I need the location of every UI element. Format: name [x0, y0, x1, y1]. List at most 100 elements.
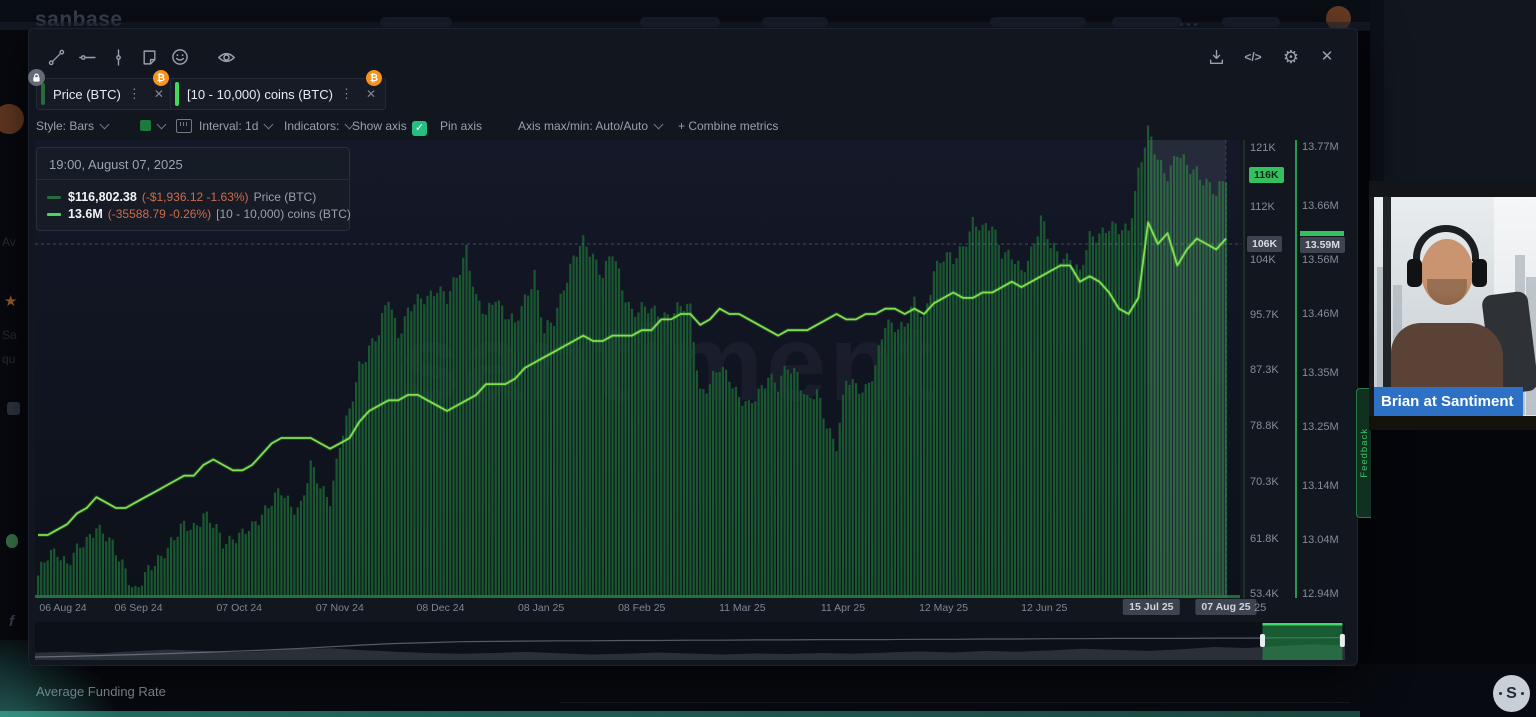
price-axis-tick: 121K: [1250, 141, 1276, 154]
date-axis-tick: 08 Jan 25: [518, 602, 565, 614]
eye-icon[interactable]: [216, 47, 236, 67]
close-icon[interactable]: ✕: [1320, 48, 1334, 65]
tooltip-row-price: $116,802.38 (-$1,936.12 -1.63%) Price (B…: [47, 190, 339, 204]
funding-rate-area-fill: [0, 711, 1360, 717]
headphone-cup-right: [1472, 259, 1487, 287]
background-right-area: [1370, 0, 1536, 181]
coins-axis-tick: 13.66M: [1302, 200, 1339, 213]
sidebar-text-fragment: qu: [2, 352, 16, 366]
metric-chip-holders[interactable]: [10 - 10,000) coins (BTC) ⋮ ✕: [170, 78, 387, 110]
sidebar-avatar: [0, 104, 24, 134]
desk: [1369, 416, 1536, 430]
price-axis-tick: 112K: [1250, 201, 1275, 214]
chevron-down-icon: [99, 119, 110, 130]
date-axis-tick: 06 Sep 24: [114, 602, 163, 614]
show-axis-label: Show axis: [352, 119, 407, 133]
webcam-name-banner: Brian at Santiment: [1374, 387, 1523, 416]
chevron-down-icon: [263, 119, 274, 130]
embed-code-icon[interactable]: </>: [1244, 50, 1262, 64]
indicators-dropdown[interactable]: Indicators:: [284, 119, 355, 133]
date-axis-tick: 07 Oct 24: [216, 602, 262, 614]
sidebar-icon: [7, 402, 20, 415]
webcam-overlay: Brian at Santiment: [1369, 181, 1536, 430]
emoji-icon[interactable]: [170, 47, 190, 67]
btc-asset-icon: ₿: [366, 70, 382, 86]
coins-axis-tick: 13.35M: [1302, 367, 1339, 380]
date-axis-tick: 15 Jul 25: [1123, 599, 1180, 615]
navbar-strip: [0, 22, 1536, 31]
coins-axis-tick: 13.56M: [1302, 254, 1339, 267]
webcam-window-frame: [1369, 181, 1536, 197]
date-axis-tick: 12 Jun 25: [1021, 602, 1068, 614]
date-axis-tick: 08 Dec 24: [416, 602, 465, 614]
coins-axis-tick: 13.46M: [1302, 308, 1339, 321]
date-axis-tick: 07 Aug 25: [1195, 599, 1257, 615]
price-axis-tick: 61.8K: [1250, 532, 1279, 545]
sidebar-text-fragment: Sa: [2, 328, 17, 342]
price-crosshair-badge: 106K: [1247, 236, 1283, 253]
tooltip-timestamp: 19:00, August 07, 2025: [37, 148, 349, 180]
style-dropdown[interactable]: Style: Bars: [36, 119, 110, 133]
btc-asset-icon: ₿: [153, 70, 169, 86]
note-icon[interactable]: [139, 47, 159, 67]
price-axis-tick: 53.4K: [1250, 588, 1279, 601]
show-axis-checkbox[interactable]: ✓: [412, 117, 427, 136]
combine-metrics-button[interactable]: + Combine metrics: [678, 119, 779, 133]
star-icon: ★: [4, 293, 18, 310]
sidebar-text-fragment: Av: [2, 235, 16, 249]
price-current-badge: 116K: [1249, 167, 1284, 184]
coins-axis-tick: 13.25M: [1302, 421, 1339, 434]
metric-menu-icon[interactable]: ⋮: [127, 86, 142, 101]
metric-chip-label: Price (BTC): [53, 86, 121, 102]
feedback-tab[interactable]: Feedback: [1356, 388, 1371, 518]
price-axis-tick: 104K: [1250, 253, 1276, 266]
balloon-icon: [6, 534, 18, 548]
download-icon[interactable]: [1206, 47, 1226, 67]
metric-chip-price[interactable]: Price (BTC) ⋮ ✕: [36, 78, 174, 110]
metric-color-accent: [175, 82, 179, 106]
date-axis-tick: 11 Mar 25: [719, 602, 766, 614]
funding-rate-sparkline: [560, 702, 1350, 703]
background-left-sidebar: Av ★ Sa qu f: [0, 30, 28, 717]
vertical-line-icon[interactable]: [108, 47, 128, 67]
price-axis-tick: 70.3K: [1250, 476, 1279, 489]
axis-maxmin-dropdown[interactable]: Axis max/min: Auto/Auto: [518, 119, 664, 133]
sidebar-f-icon: f: [9, 613, 14, 630]
color-dropdown[interactable]: [140, 119, 167, 133]
lock-icon: [28, 69, 45, 86]
coins-current-tick: [1300, 231, 1344, 236]
coins-axis-tick: 13.14M: [1302, 480, 1339, 493]
price-axis-tick: 78.8K: [1250, 420, 1279, 433]
coins-axis-tick: 12.94M: [1302, 588, 1339, 601]
window-post: [1383, 197, 1391, 416]
metric-menu-icon[interactable]: ⋮: [339, 86, 354, 101]
santiment-logo: S: [1493, 675, 1530, 712]
date-axis-tick: 06 Aug 24: [39, 602, 87, 614]
chart-tooltip: 19:00, August 07, 2025 $116,802.38 (-$1,…: [36, 147, 351, 231]
metric-close-icon[interactable]: ✕: [365, 87, 377, 101]
series-dash-icon: [47, 212, 61, 216]
date-axis-tick: 12 May 25: [919, 602, 969, 614]
chevron-down-icon: [156, 119, 167, 130]
trend-line-icon[interactable]: [46, 47, 66, 67]
metric-color-accent: [41, 83, 45, 105]
date-axis-tick: 08 Feb 25: [618, 602, 666, 614]
pin-axis-button[interactable]: Pin axis: [440, 119, 483, 133]
interval-dropdown[interactable]: Interval: 1d: [199, 119, 274, 133]
coins-axis-tick: 13.04M: [1302, 534, 1339, 547]
interval-calendar-icon[interactable]: [176, 119, 192, 134]
date-axis-clipped-tick: 25: [1254, 602, 1267, 614]
metric-close-icon[interactable]: ✕: [153, 87, 164, 101]
date-axis-tick: 11 Apr 25: [820, 602, 866, 614]
chevron-down-icon: [653, 119, 664, 130]
series-dash-icon: [47, 195, 61, 199]
next-section: Average Funding Rate: [0, 664, 1536, 717]
tooltip-row-holders: 13.6M (-35588.79 -0.26%) [10 - 10,000) c…: [47, 207, 351, 221]
settings-icon[interactable]: ⚙: [1282, 47, 1300, 67]
price-axis-tick: 87.3K: [1250, 364, 1279, 377]
horizontal-line-icon[interactable]: [77, 47, 97, 67]
headphones-band: [1413, 225, 1479, 261]
color-swatch: [140, 120, 151, 131]
price-axis-tick: 95.7K: [1250, 308, 1279, 321]
date-axis-tick: 07 Nov 24: [315, 602, 364, 614]
